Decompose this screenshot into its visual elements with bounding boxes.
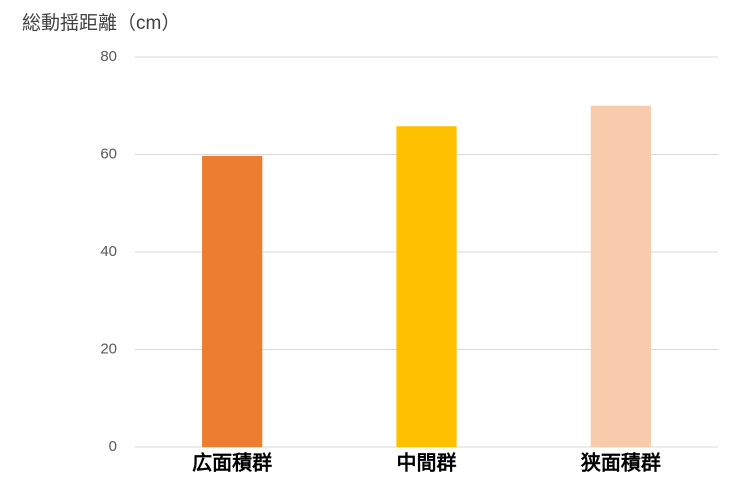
y-tick-label: 60: [100, 145, 117, 162]
bar: [202, 155, 263, 447]
x-tick-label: 狭面積群: [580, 450, 661, 474]
y-tick-label: 80: [100, 48, 117, 65]
bar: [396, 126, 457, 447]
chart-title: 総動揺距離（cm）: [22, 12, 180, 34]
y-tick-label: 20: [100, 340, 117, 357]
bar: [590, 105, 651, 447]
x-tick-label: 広面積群: [192, 450, 272, 474]
y-tick-label: 40: [100, 243, 117, 260]
x-tick-label: 中間群: [397, 450, 457, 474]
y-tick-label: 0: [109, 438, 117, 455]
